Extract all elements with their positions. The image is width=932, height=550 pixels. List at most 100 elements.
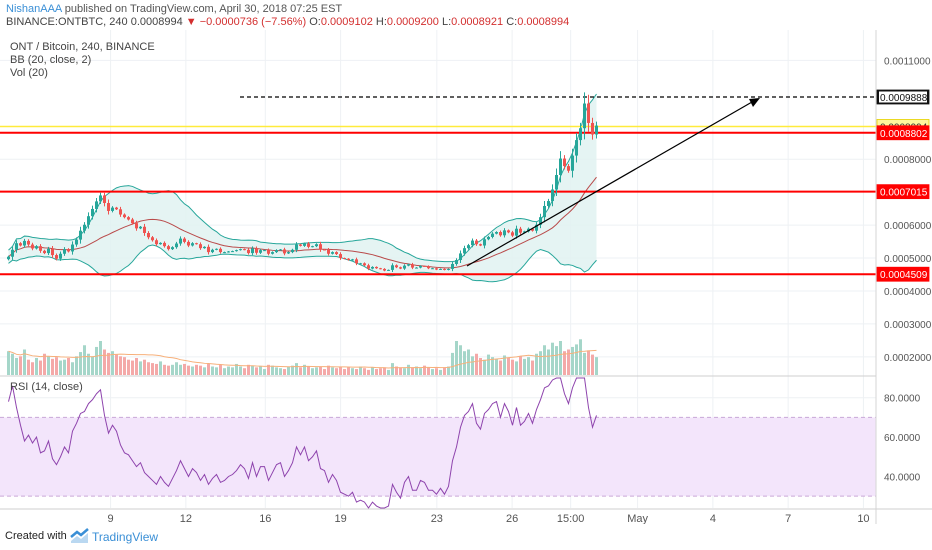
candle-body — [171, 247, 174, 250]
volume-bar — [107, 352, 110, 375]
volume-bar — [227, 366, 230, 375]
volume-bar — [503, 355, 506, 375]
candle-body — [271, 252, 274, 254]
rsi-tick-label: 40.0000 — [884, 472, 921, 483]
volume-bar — [443, 367, 446, 375]
volume-bar — [515, 361, 518, 375]
volume-bar — [163, 364, 166, 375]
candle-body — [71, 244, 74, 252]
volume-bar — [331, 367, 334, 375]
candle-body — [363, 263, 366, 266]
volume-bar — [483, 359, 486, 375]
candle-body — [375, 266, 378, 269]
volume-bar — [131, 360, 134, 375]
candle-body — [567, 166, 570, 171]
candle-body — [383, 268, 386, 271]
legend-bb: BB (20, close, 2) — [10, 54, 91, 66]
candle-body — [215, 248, 218, 250]
candle-body — [591, 122, 594, 135]
candle-body — [471, 240, 474, 246]
volume-bar — [319, 366, 322, 375]
bollinger-lower-band — [8, 244, 597, 283]
candle-body — [427, 266, 430, 269]
candle-body — [359, 263, 362, 265]
volume-bar — [275, 367, 278, 375]
candle-body — [491, 233, 494, 237]
volume-bar — [551, 342, 554, 375]
candle-body — [355, 259, 358, 264]
volume-bar — [423, 365, 426, 375]
volume-bar — [567, 349, 570, 375]
candle-body — [395, 265, 398, 268]
close-label: C: — [506, 16, 518, 28]
author-link[interactable]: NishanAAA — [6, 3, 62, 15]
candle-body — [295, 244, 298, 250]
candle-body — [467, 245, 470, 249]
volume-bar — [447, 366, 450, 375]
volume-bar — [155, 363, 158, 375]
candle-body — [19, 243, 22, 246]
candle-body — [259, 250, 262, 253]
volume-bar — [379, 368, 382, 375]
x-tick-label: 12 — [180, 513, 192, 524]
candle-body — [351, 259, 354, 261]
candle-body — [543, 205, 546, 218]
volume-bar — [239, 366, 242, 375]
volume-bar — [307, 366, 310, 375]
candle-body — [523, 231, 526, 233]
candle-body — [75, 239, 78, 245]
tradingview-brand[interactable]: TradingView — [92, 530, 159, 544]
volume-bar — [363, 368, 366, 375]
candle-body — [167, 246, 170, 250]
volume-bar — [543, 345, 546, 375]
candle-body — [147, 232, 150, 238]
open-value: 0.0009102 — [320, 16, 373, 28]
candle-body — [531, 228, 534, 231]
candle-body — [303, 243, 306, 246]
candle-body — [183, 238, 186, 242]
candle-body — [223, 252, 226, 254]
x-tick-label: 10 — [857, 513, 869, 524]
volume-bar — [395, 366, 398, 375]
volume-bar — [67, 358, 70, 375]
volume-bar — [327, 365, 330, 375]
candle-body — [323, 249, 326, 251]
volume-bar — [455, 341, 458, 375]
candle-body — [47, 248, 50, 254]
candle-body — [107, 203, 110, 211]
candle-body — [263, 250, 266, 252]
candle-body — [87, 216, 90, 225]
volume-bar — [595, 357, 598, 375]
candle-body — [367, 265, 370, 269]
volume-bar — [459, 345, 462, 375]
volume-bar — [99, 341, 102, 375]
candle-body — [67, 249, 70, 252]
candle-body — [443, 268, 446, 270]
chart-header: NishanAAA published on TradingView.com, … — [0, 0, 932, 30]
volume-bar — [243, 368, 246, 375]
volume-bar — [235, 363, 238, 375]
volume-bar — [519, 356, 522, 375]
volume-bar — [335, 368, 338, 375]
candle-body — [27, 240, 30, 245]
volume-bar — [123, 357, 126, 375]
candle-body — [131, 219, 134, 224]
volume-bar — [451, 352, 454, 375]
volume-bar — [343, 369, 346, 375]
x-tick-label: 19 — [334, 513, 346, 524]
candle-body — [515, 228, 518, 236]
volume-bar — [523, 358, 526, 375]
candle-body — [59, 253, 62, 259]
volume-bar — [415, 366, 418, 375]
bollinger-fill — [8, 94, 597, 282]
candle-body — [207, 246, 210, 253]
candle-body — [423, 265, 426, 267]
candle-body — [35, 246, 38, 249]
candle-body — [459, 253, 462, 261]
y-tick-label: 0.0006000 — [884, 221, 932, 232]
price-chart[interactable]: 9 12 16 19 23 26 15:00 May 4 7 10 0.0011000 0.000800… — [0, 30, 932, 524]
volume-bar — [339, 366, 342, 375]
trend-arrow-head-icon — [749, 98, 760, 107]
volume-bar — [183, 363, 186, 375]
candle-body — [411, 264, 414, 268]
